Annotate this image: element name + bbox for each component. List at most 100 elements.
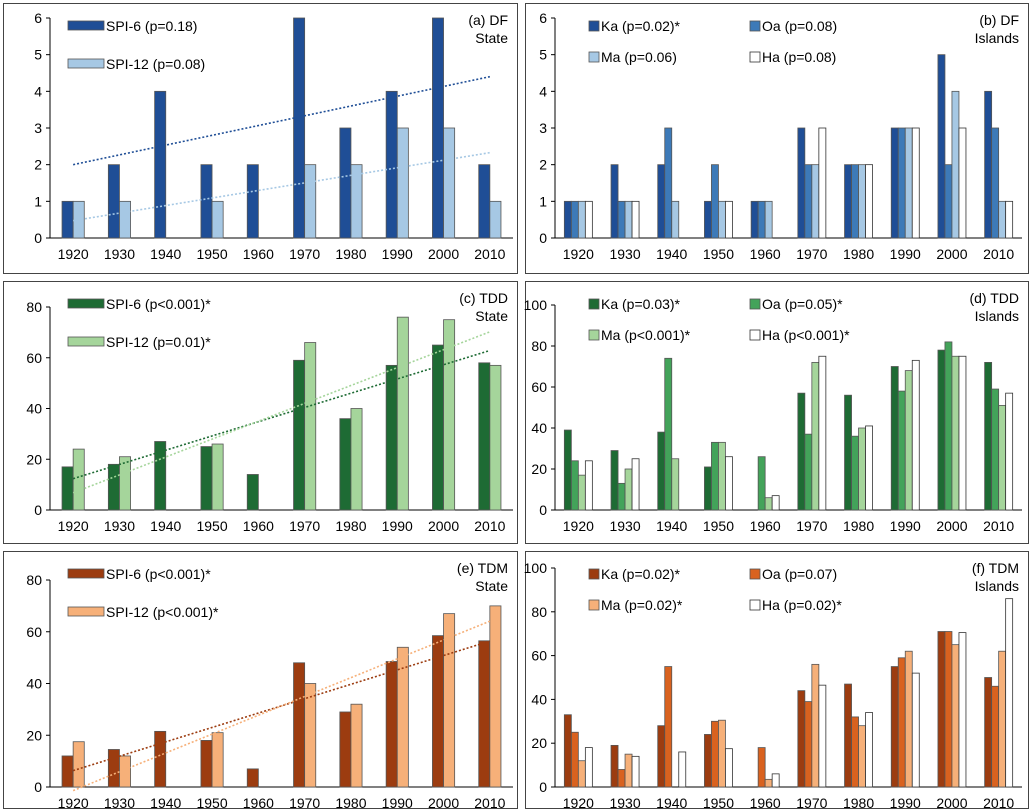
x-tick-label: 1920 (563, 246, 594, 262)
x-tick-label: 1930 (609, 246, 640, 262)
y-tick-label: 0 (34, 502, 42, 518)
bar (984, 361, 993, 511)
y-tick-label: 80 (531, 604, 547, 620)
y-tick-label: 60 (26, 624, 42, 640)
y-tick-label: 20 (26, 451, 42, 467)
x-tick-label: 1930 (609, 795, 640, 809)
bar (757, 456, 766, 511)
y-tick-label: 20 (26, 727, 42, 743)
legend-label: Oa (p=0.08) (762, 18, 837, 34)
bar (937, 349, 946, 511)
bar (771, 773, 780, 788)
legend-key (67, 58, 105, 69)
bar (570, 200, 579, 239)
panel-e: 0 20 40 60 80 1920 1930 1940 1950 1960 1970 1980 199… (3, 551, 518, 809)
bar (396, 316, 409, 511)
legend-label: Ha (p=0.08) (762, 49, 836, 65)
bar (704, 466, 712, 511)
bar (897, 390, 906, 511)
x-tick-label: 2000 (936, 795, 967, 809)
bar (200, 446, 213, 511)
y-tick-label: 2 (539, 157, 547, 173)
bar (396, 127, 409, 239)
y-tick-label: 80 (26, 572, 42, 588)
y-tick-label: 40 (26, 676, 42, 692)
x-tick-label: 1920 (563, 795, 594, 809)
legend-label: Ha (p=0.02)* (762, 597, 842, 613)
bar (584, 747, 593, 788)
bar (396, 646, 409, 788)
x-tick-label: 1950 (703, 246, 734, 262)
y-tick-label: 0 (34, 230, 42, 246)
bar (725, 748, 733, 788)
bar (818, 355, 827, 511)
y-tick-label: 20 (531, 735, 547, 751)
bar (657, 725, 666, 788)
x-tick-label: 1960 (243, 246, 274, 262)
y-tick-label: 5 (539, 47, 547, 63)
x-tick-label: 2000 (428, 518, 459, 534)
y-tick-label: 80 (531, 338, 547, 354)
legend-key (588, 568, 600, 580)
bar (1005, 598, 1014, 788)
bar (704, 200, 712, 239)
bar (858, 427, 866, 511)
x-tick-label: 1980 (335, 795, 366, 809)
x-tick-label: 1990 (890, 518, 921, 534)
bar (657, 164, 666, 239)
panel-label-line2: State (475, 30, 508, 46)
bar (811, 164, 820, 239)
trend-line (72, 331, 491, 494)
bar (154, 441, 167, 511)
bar (865, 164, 873, 239)
bar (563, 714, 572, 788)
bar (951, 355, 960, 511)
bar (246, 474, 259, 511)
bar (624, 200, 633, 239)
trend-line (72, 75, 491, 166)
bar (107, 164, 120, 239)
legend: Ka (p=0.02)* Oa (p=0.08) Ma (p=0.06) Ha (p=… (588, 18, 837, 65)
legend-label: SPI-12 (p=0.01)* (106, 334, 211, 350)
legend: Ka (p=0.02)* Oa (p=0.07) Ma (p=0.02)* Ha (p… (588, 566, 842, 613)
y-tick-label: 100 (524, 297, 548, 313)
bar (432, 17, 444, 239)
x-tick-label: 1980 (335, 246, 366, 262)
bar (764, 200, 773, 239)
bar (664, 666, 673, 788)
legend-key (749, 599, 761, 611)
x-tick-label: 1980 (335, 518, 366, 534)
bar (61, 466, 74, 511)
bar (339, 711, 352, 788)
bar (584, 200, 593, 239)
y-tick-label: 20 (531, 461, 547, 477)
y-tick-label: 6 (34, 10, 42, 26)
x-tick-label: 1980 (843, 795, 874, 809)
bar (489, 200, 502, 239)
bar (432, 344, 444, 511)
bar (718, 200, 726, 239)
bar (610, 450, 619, 511)
bar (61, 755, 74, 788)
bar (804, 164, 813, 239)
x-tick-label: 2010 (474, 518, 505, 534)
x-tick-label: 2010 (983, 518, 1014, 534)
panel-f: 0 20 40 60 80 100 1920 1930 1940 1950 1960 1970 1980… (524, 551, 1029, 809)
y-tick-label: 1 (34, 193, 42, 209)
x-tick-label: 1960 (750, 246, 781, 262)
bar (200, 740, 213, 788)
bar (610, 744, 619, 788)
bar (818, 684, 827, 788)
legend-key (749, 568, 761, 580)
bar (858, 164, 866, 239)
panel-a: 0 1 2 3 4 5 6 1920 1930 1940 1950 1960 1970 1980 1990 2… (3, 3, 518, 274)
panel-label: (a) DF (468, 12, 508, 28)
trend-line (72, 620, 491, 792)
bar (489, 364, 502, 511)
bar (725, 456, 733, 511)
bar (671, 200, 680, 239)
bar (804, 701, 813, 788)
x-tick-label: 1930 (104, 246, 135, 262)
legend-label: Oa (p=0.05)* (762, 296, 843, 312)
bar (107, 749, 120, 788)
